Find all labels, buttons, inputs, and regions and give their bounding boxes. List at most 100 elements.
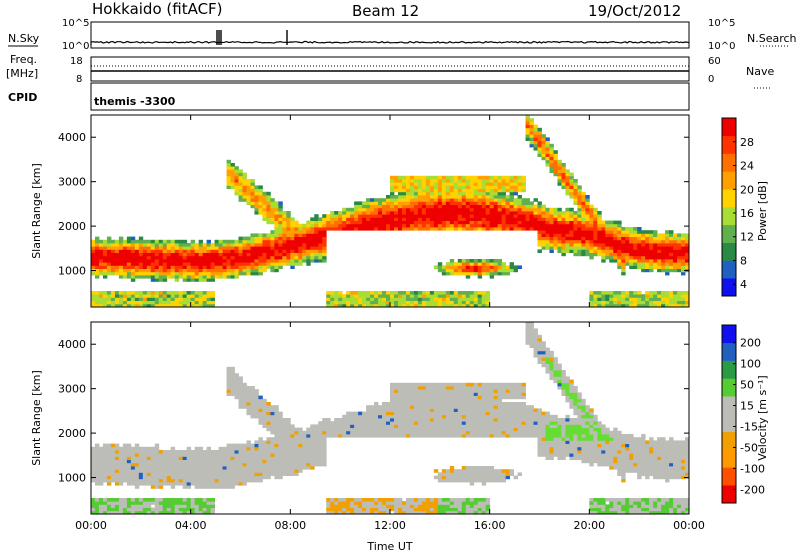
heatmap-cell — [589, 236, 594, 241]
heatmap-cell — [641, 243, 646, 247]
heatmap-cell — [382, 408, 387, 412]
heatmap-cell — [489, 478, 495, 483]
heatmap-cell — [409, 220, 415, 225]
heatmap-cell — [649, 233, 654, 237]
heatmap-cell — [473, 262, 479, 266]
heatmap-cell — [413, 398, 419, 403]
heatmap-cell — [521, 427, 526, 432]
heatmap-cell — [234, 466, 239, 470]
heatmap-cell — [182, 482, 188, 486]
heatmap-cell — [222, 446, 227, 451]
heatmap-cell — [685, 255, 690, 260]
heatmap-cell — [461, 204, 467, 209]
heatmap-cell — [521, 434, 526, 438]
heatmap-cell — [126, 275, 132, 279]
heatmap-cell — [290, 459, 295, 464]
heatmap-cell — [441, 389, 447, 393]
heatmap-cell — [190, 498, 196, 502]
heatmap-cell — [529, 201, 534, 205]
heatmap-cell — [393, 421, 399, 425]
heatmap-cell — [166, 255, 172, 260]
heatmap-cell — [182, 456, 188, 460]
heatmap-cell — [473, 392, 479, 396]
heatmap-cell — [409, 427, 415, 432]
heatmap-cell — [250, 179, 255, 183]
heatmap-cell — [629, 262, 634, 266]
heatmap-cell — [178, 504, 184, 508]
heatmap-cell — [254, 450, 259, 454]
heatmap-cell — [174, 255, 180, 260]
heatmap-cell — [589, 297, 594, 301]
heatmap-cell — [226, 159, 231, 164]
heatmap-cell — [226, 373, 231, 377]
heatmap-cell — [94, 300, 100, 305]
heatmap-cell — [250, 204, 255, 209]
heatmap-cell — [346, 297, 351, 301]
heatmap-cell — [401, 182, 407, 186]
heatmap-cell — [174, 294, 180, 298]
heatmap-cell — [278, 440, 283, 444]
heatmap-cell — [250, 395, 255, 400]
heatmap-cell — [198, 475, 204, 480]
heatmap-cell — [401, 427, 407, 432]
heatmap-cell — [437, 268, 443, 273]
heatmap-cell — [106, 504, 112, 508]
heatmap-cell — [162, 239, 168, 244]
heatmap-cell — [457, 188, 463, 193]
heatmap-cell — [645, 249, 650, 253]
heatmap-cell — [549, 166, 554, 170]
heatmap-cell — [465, 398, 471, 403]
heatmap-cell — [118, 472, 124, 476]
heatmap-cell — [449, 207, 455, 212]
heatmap-cell — [569, 179, 574, 183]
heatmap-cell — [437, 303, 443, 308]
heatmap-cell — [282, 252, 287, 257]
heatmap-cell — [138, 275, 144, 279]
heatmap-cell — [421, 386, 427, 390]
heatmap-cell — [681, 259, 686, 263]
heatmap-cell — [170, 268, 176, 273]
heatmap-cell — [198, 252, 204, 257]
heatmap-cell — [298, 233, 303, 237]
heatmap-cell — [202, 501, 208, 505]
heatmap-cell — [258, 268, 263, 273]
heatmap-cell — [569, 195, 574, 199]
heatmap-cell — [477, 291, 483, 295]
heatmap-cell — [110, 268, 116, 273]
heatmap-cell — [473, 498, 479, 502]
heatmap-cell — [142, 239, 148, 244]
heatmap-cell — [198, 469, 204, 473]
heatmap-cell — [326, 427, 331, 432]
heatmap-cell — [210, 252, 215, 257]
heatmap-cell — [190, 510, 196, 515]
heatmap-cell — [453, 303, 459, 308]
heatmap-cell — [457, 201, 463, 205]
heatmap-cell — [142, 459, 148, 464]
heatmap-cell — [182, 504, 188, 508]
heatmap-cell — [226, 379, 231, 384]
heatmap-cell — [126, 239, 132, 244]
heatmap-cell — [318, 450, 323, 454]
heatmap-cell — [218, 239, 223, 244]
heatmap-cell — [665, 297, 670, 301]
heatmap-cell — [146, 482, 152, 486]
heatmap-cell — [497, 268, 503, 273]
heatmap-cell — [549, 239, 554, 244]
heatmap-cell — [378, 201, 383, 205]
heatmap-cell — [142, 498, 148, 502]
heatmap-cell — [405, 411, 411, 416]
heatmap-cell — [429, 300, 435, 305]
heatmap-cell — [202, 456, 208, 460]
heatmap-cell — [393, 195, 399, 199]
heatmap-cell — [449, 198, 455, 202]
heatmap-cell — [657, 243, 662, 247]
heatmap-cell — [294, 450, 299, 454]
heatmap-cell — [262, 446, 267, 451]
heatmap-cell — [122, 243, 128, 247]
heatmap-cell — [449, 434, 455, 438]
heatmap-cell — [397, 414, 403, 419]
heatmap-cell — [525, 137, 530, 141]
heatmap-cell — [469, 211, 475, 215]
heatmap-cell — [685, 303, 690, 308]
heatmap-cell — [589, 223, 594, 228]
